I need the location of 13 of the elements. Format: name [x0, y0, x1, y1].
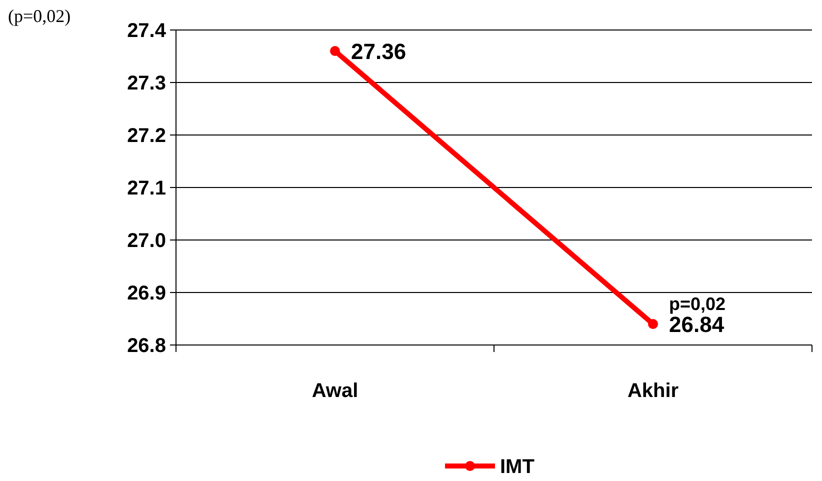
- x-tick-label: Awal: [312, 380, 358, 402]
- legend-label: IMT: [500, 456, 534, 478]
- y-tick-label: 27.3: [127, 72, 166, 94]
- y-tick-label: 27.4: [127, 20, 167, 42]
- text: (p=0,02): [8, 6, 71, 26]
- y-tick-label: 27.2: [127, 125, 166, 147]
- y-tick-label: 26.9: [127, 282, 166, 304]
- x-tick-label: Akhir: [627, 380, 679, 402]
- y-tick-label: 26.8: [127, 335, 166, 357]
- annotation: p=0,02: [669, 294, 726, 314]
- y-tick-label: 27.0: [127, 230, 166, 252]
- y-tick-label: 27.1: [127, 178, 166, 200]
- data-label: 27.36: [351, 39, 406, 64]
